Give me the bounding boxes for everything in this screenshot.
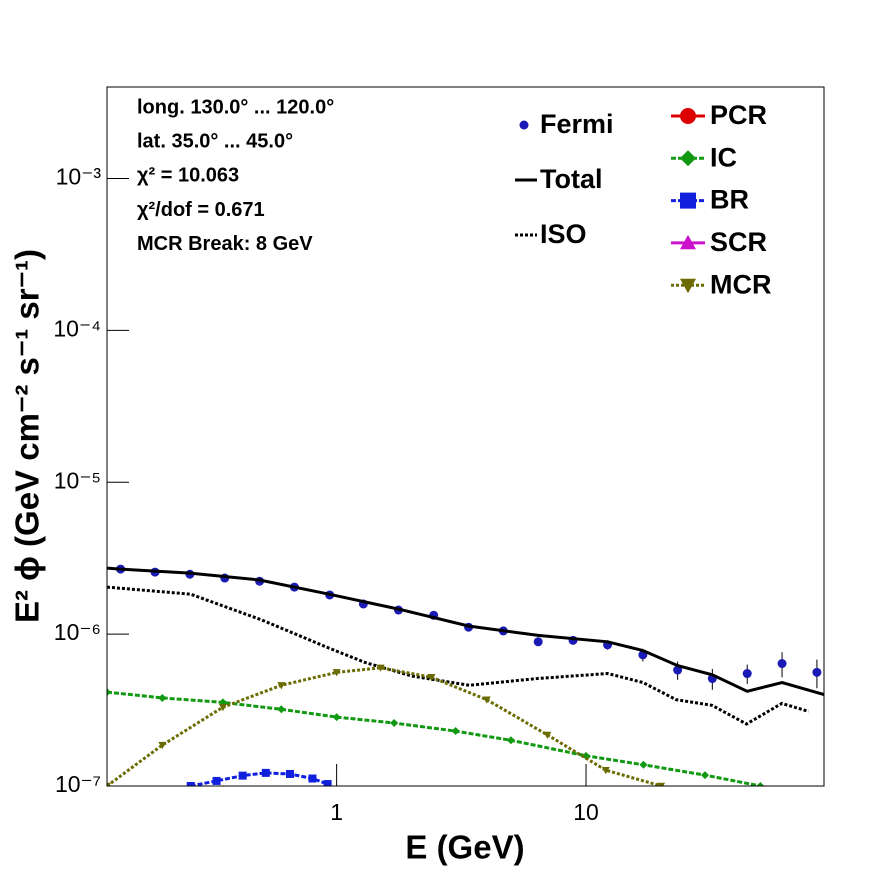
x-tick-label: 10 (573, 799, 599, 825)
y-axis-title: E² ϕ (GeV cm⁻² s⁻¹ sr⁻¹) (9, 249, 46, 623)
x-axis-title: E (GeV) (405, 829, 524, 866)
marker (601, 767, 610, 775)
legend-label: Fermi (540, 109, 614, 139)
legend-label: IC (710, 142, 737, 172)
marker (186, 782, 195, 786)
y-tick-label: 10⁻⁶ (54, 619, 101, 645)
marker (639, 760, 648, 769)
marker (285, 769, 294, 778)
marker (261, 768, 270, 777)
legend-label: PCR (710, 100, 767, 130)
marker (506, 736, 515, 745)
legend-label: Total (540, 164, 603, 194)
marker (657, 782, 666, 786)
marker (427, 674, 436, 682)
marker (451, 727, 460, 736)
legend-label: ISO (540, 219, 587, 249)
marker (673, 665, 683, 675)
marker (218, 704, 227, 712)
marker (812, 667, 822, 677)
marker (756, 782, 765, 786)
marker (158, 741, 167, 750)
marker (376, 664, 385, 672)
series-line (107, 690, 761, 786)
x-tick-label: 1 (330, 799, 343, 825)
series-line (107, 666, 662, 786)
y-tick-label: 10⁻³ (56, 164, 102, 190)
y-tick-label: 10⁻⁵ (54, 467, 101, 493)
marker (332, 713, 341, 722)
legend-label: BR (710, 185, 749, 215)
marker (482, 696, 491, 704)
marker (680, 234, 696, 250)
annotation: long. 130.0° ... 120.0° (137, 96, 334, 118)
marker (390, 718, 399, 727)
marker (742, 669, 752, 679)
series-line (107, 585, 809, 726)
marker (238, 771, 247, 780)
frame (106, 86, 825, 787)
marker (680, 278, 696, 294)
marker (777, 659, 787, 669)
marker (308, 774, 317, 783)
marker (680, 150, 696, 167)
marker (323, 780, 332, 786)
plot-area (107, 564, 824, 786)
marker (158, 693, 167, 702)
legend-label: MCR (710, 269, 772, 299)
marker (533, 637, 543, 647)
annotation: χ²/dof = 0.671 (137, 199, 265, 221)
marker (332, 669, 341, 677)
marker (107, 688, 111, 697)
marker (107, 782, 111, 786)
annotation: MCR Break: 8 GeV (137, 233, 313, 255)
annotation: χ² = 10.063 (137, 165, 239, 187)
legend-label: SCR (710, 227, 767, 257)
y-tick-label: 10⁻⁷ (55, 771, 101, 797)
marker (680, 192, 696, 209)
marker (543, 731, 552, 739)
series-line (107, 566, 824, 697)
marker (277, 682, 286, 690)
y-tick-label: 10⁻⁴ (53, 315, 101, 341)
marker (519, 120, 529, 130)
annotation: lat. 35.0° ... 45.0° (137, 130, 293, 152)
marker (212, 776, 221, 785)
marker (277, 705, 286, 714)
marker (680, 108, 696, 124)
marker (701, 771, 710, 780)
